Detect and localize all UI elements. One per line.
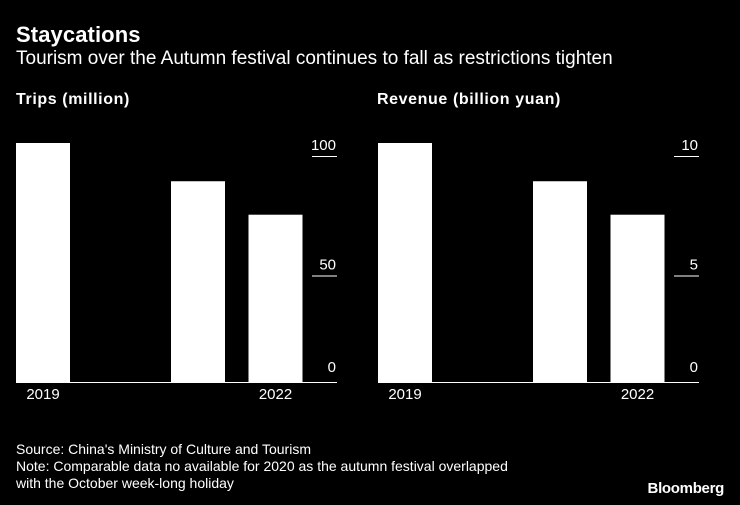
revenue-ytick-label-0: 0 (690, 359, 698, 376)
chart-footer: Source: China's Ministry of Culture and … (16, 441, 508, 492)
trips-bar-2022 (248, 214, 303, 382)
trips-ytick-label-100: 100 (311, 137, 336, 154)
revenue-bar-2021 (533, 181, 587, 382)
revenue-bar-2019 (378, 143, 432, 382)
trips-xtick-label-2019: 2019 (26, 386, 59, 403)
trips-xtick-label-2022: 2022 (259, 386, 292, 403)
trips-ytick-label-0: 0 (328, 359, 336, 376)
source-note: Source: China's Ministry of Culture and … (16, 441, 311, 457)
revenue-xtick-label-2019: 2019 (388, 386, 421, 403)
revenue-xtick-label-2022: 2022 (621, 386, 654, 403)
revenue-panel-title: Revenue (billion yuan) (377, 91, 561, 108)
data-note-line-2: with the October week-long holiday (16, 475, 234, 491)
bloomberg-logo: Bloomberg (647, 480, 725, 497)
chart-title: Staycations (16, 22, 141, 47)
data-note-line-1: Note: Comparable data no available for 2… (16, 458, 508, 474)
trips-panel-title: Trips (million) (16, 91, 130, 108)
revenue-bar-2022 (610, 214, 665, 382)
chart-subtitle: Tourism over the Autumn festival continu… (16, 48, 613, 69)
revenue-ytick-label-5: 5 (690, 257, 698, 274)
trips-bar-2019 (16, 143, 70, 382)
trips-ytick-label-50: 50 (319, 257, 336, 274)
trips-bar-2021 (171, 181, 225, 382)
trips-bar-chart: 0 50 100 2019 2022 (16, 137, 337, 403)
revenue-bar-chart: 0 5 10 2019 2022 (378, 137, 699, 403)
revenue-ytick-label-10: 10 (681, 137, 698, 154)
